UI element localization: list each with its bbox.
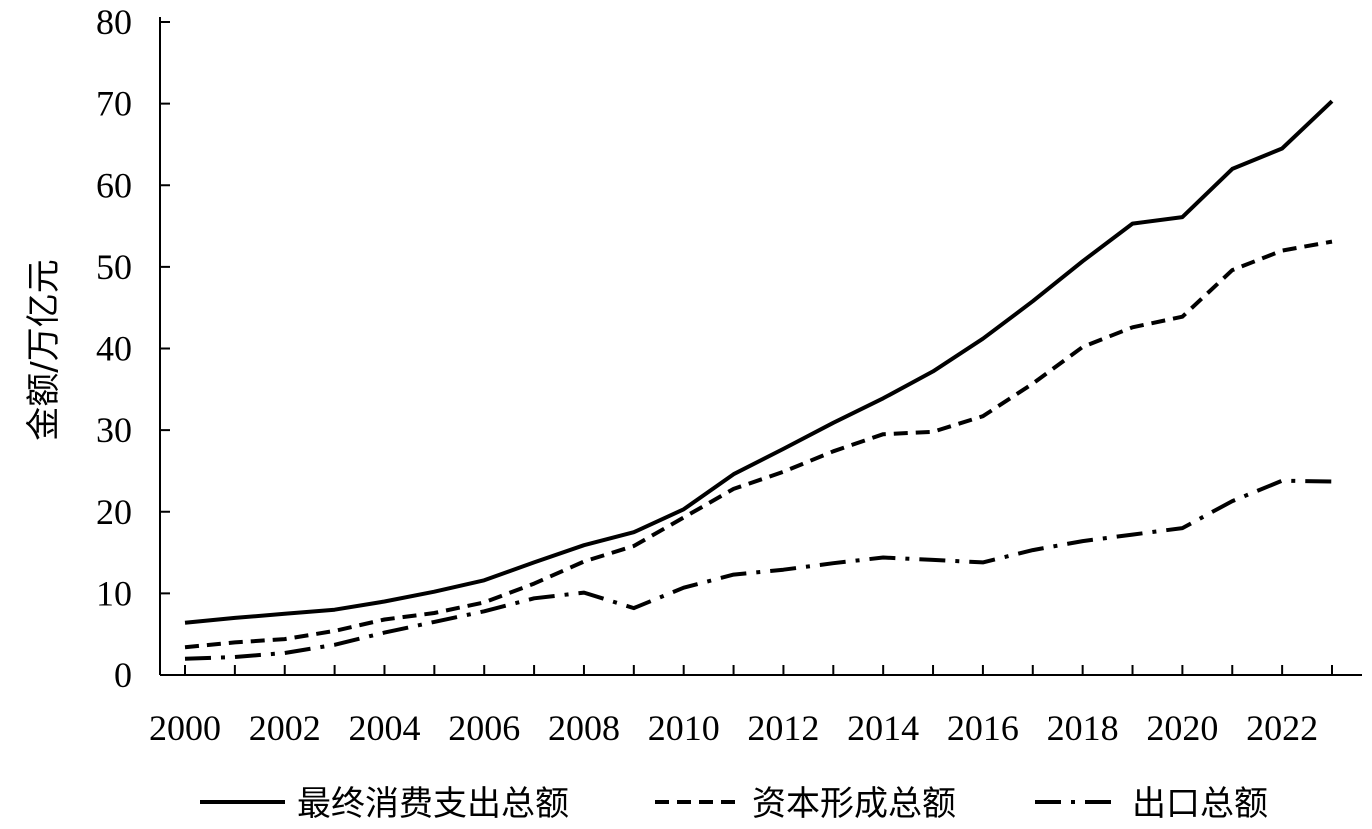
x-tick-label: 2012 bbox=[747, 708, 819, 748]
series-group bbox=[184, 99, 1334, 661]
x-tick-label: 2020 bbox=[1146, 708, 1218, 748]
y-ticks: 0 10 20 30 40 50 60 70 80 bbox=[96, 2, 170, 695]
x-tick-label: 2002 bbox=[249, 708, 321, 748]
series-line-solid bbox=[184, 99, 1334, 625]
y-tick-label: 10 bbox=[96, 573, 132, 613]
x-tick-label: 2008 bbox=[548, 708, 620, 748]
y-tick-label: 80 bbox=[96, 2, 132, 42]
x-tick-label: 2022 bbox=[1246, 708, 1318, 748]
x-tick-label: 2006 bbox=[448, 708, 520, 748]
series-line-dashdot bbox=[184, 478, 1333, 661]
y-tick-label: 20 bbox=[96, 492, 132, 532]
y-tick-label: 70 bbox=[96, 84, 132, 124]
y-tick-label: 30 bbox=[96, 410, 132, 450]
axes bbox=[159, 17, 1362, 676]
x-tick-label: 2004 bbox=[348, 708, 420, 748]
x-tick-label: 2014 bbox=[847, 708, 919, 748]
y-axis-title: 金额/万亿元 bbox=[24, 259, 64, 440]
series-line-dashed bbox=[184, 239, 1333, 650]
x-tick-label: 2000 bbox=[149, 708, 221, 748]
legend-label: 最终消费支出总额 bbox=[297, 784, 569, 824]
x-tick-label: 2018 bbox=[1047, 708, 1119, 748]
x-tick-label: 2016 bbox=[947, 708, 1019, 748]
legend-label: 资本形成总额 bbox=[752, 784, 956, 824]
legend: 最终消费支出总额 资本形成总额 出口总额 bbox=[200, 784, 1268, 824]
y-tick-label: 0 bbox=[114, 655, 132, 695]
y-tick-label: 50 bbox=[96, 247, 132, 287]
x-ticks: 2000 2002 2004 2006 2008 2010 2012 2014 2016 2018… bbox=[149, 665, 1333, 748]
x-tick-label: 2010 bbox=[648, 708, 720, 748]
y-tick-label: 60 bbox=[96, 165, 132, 205]
y-tick-label: 40 bbox=[96, 329, 132, 369]
legend-label: 出口总额 bbox=[1132, 784, 1268, 824]
